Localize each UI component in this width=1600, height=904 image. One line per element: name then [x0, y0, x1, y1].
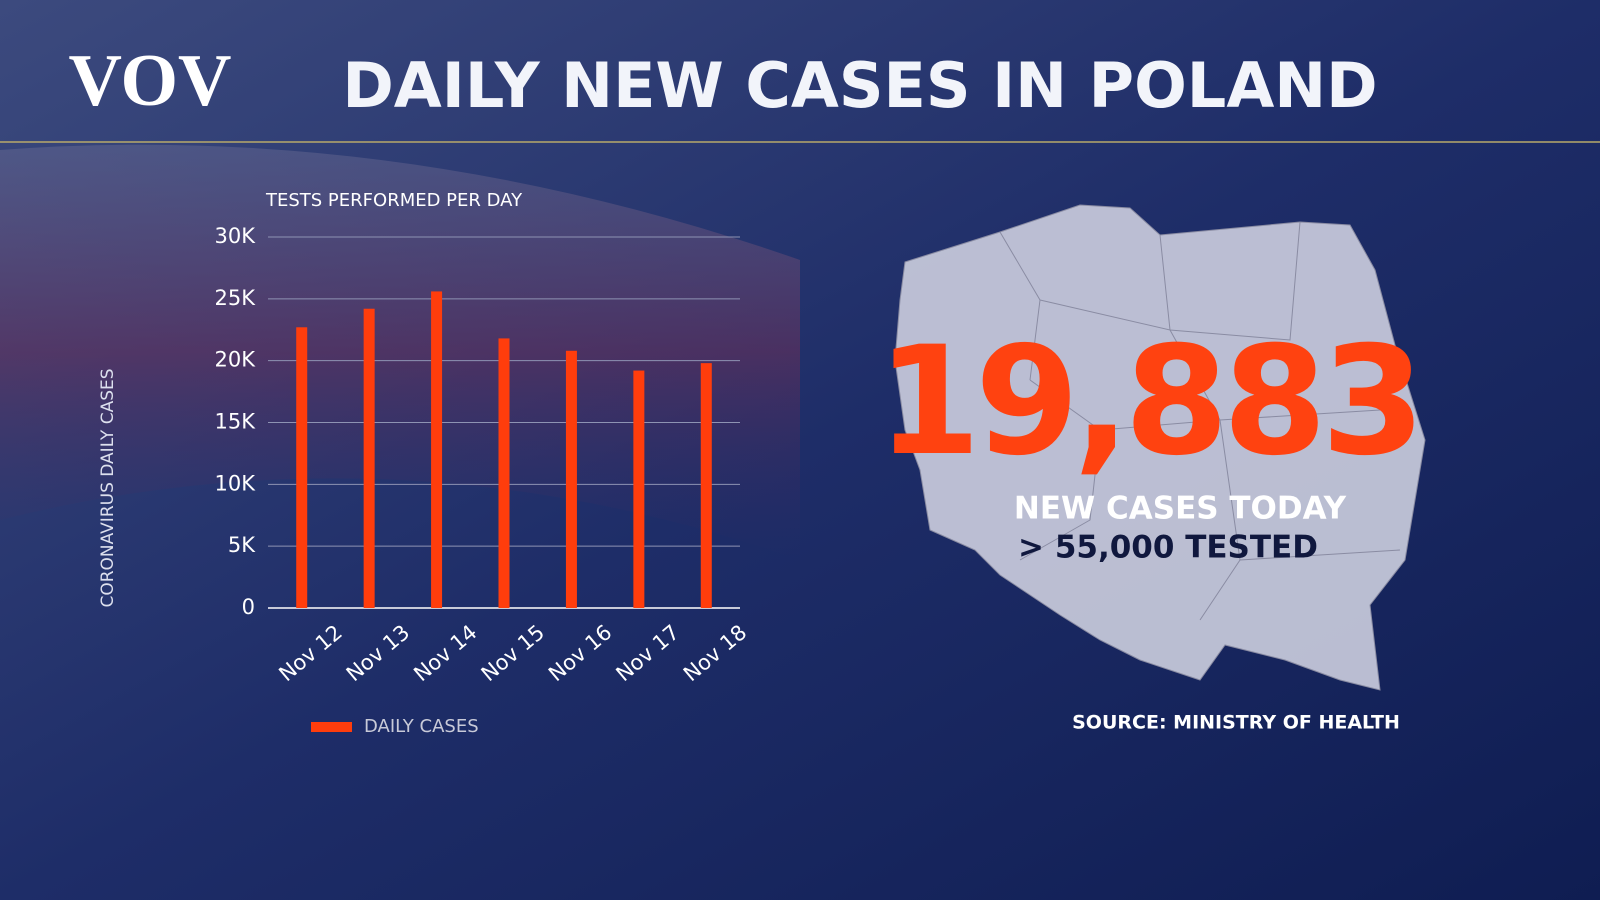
bar — [700, 363, 712, 608]
headline-number: 19,883 — [877, 315, 1420, 489]
y-tick-label: 0 — [242, 595, 255, 619]
y-tick-label: 25K — [215, 286, 257, 310]
y-tick-label: 30K — [215, 224, 257, 248]
bar — [363, 308, 375, 608]
source: SOURCE: MINISTRY OF HEALTH — [1072, 712, 1400, 734]
flag-backdrop — [0, 144, 800, 561]
y-axis-label: CORONAVIRUS DAILY CASES — [98, 368, 118, 607]
legend-swatch — [311, 722, 352, 732]
headline-caption: NEW CASES TODAY — [1014, 491, 1347, 527]
bar — [633, 370, 645, 608]
y-tick-label: 20K — [215, 348, 257, 372]
poland-map — [894, 204, 1426, 691]
chart-title: DAILY NEW CASES IN POLAND — [342, 49, 1377, 122]
bar — [431, 291, 443, 608]
y-tick-label: 5K — [228, 533, 256, 557]
logo: VOV — [69, 40, 232, 122]
bar — [565, 350, 577, 608]
chart-subtitle: TESTS PERFORMED PER DAY — [265, 190, 523, 211]
bar — [498, 338, 510, 608]
y-tick-label: 10K — [215, 471, 257, 495]
y-tick-label: 15K — [215, 410, 257, 434]
bar — [296, 327, 308, 608]
tested-count: > 55,000 TESTED — [1018, 530, 1318, 566]
legend-label: DAILY CASES — [364, 716, 479, 737]
map-regions — [999, 221, 1401, 621]
